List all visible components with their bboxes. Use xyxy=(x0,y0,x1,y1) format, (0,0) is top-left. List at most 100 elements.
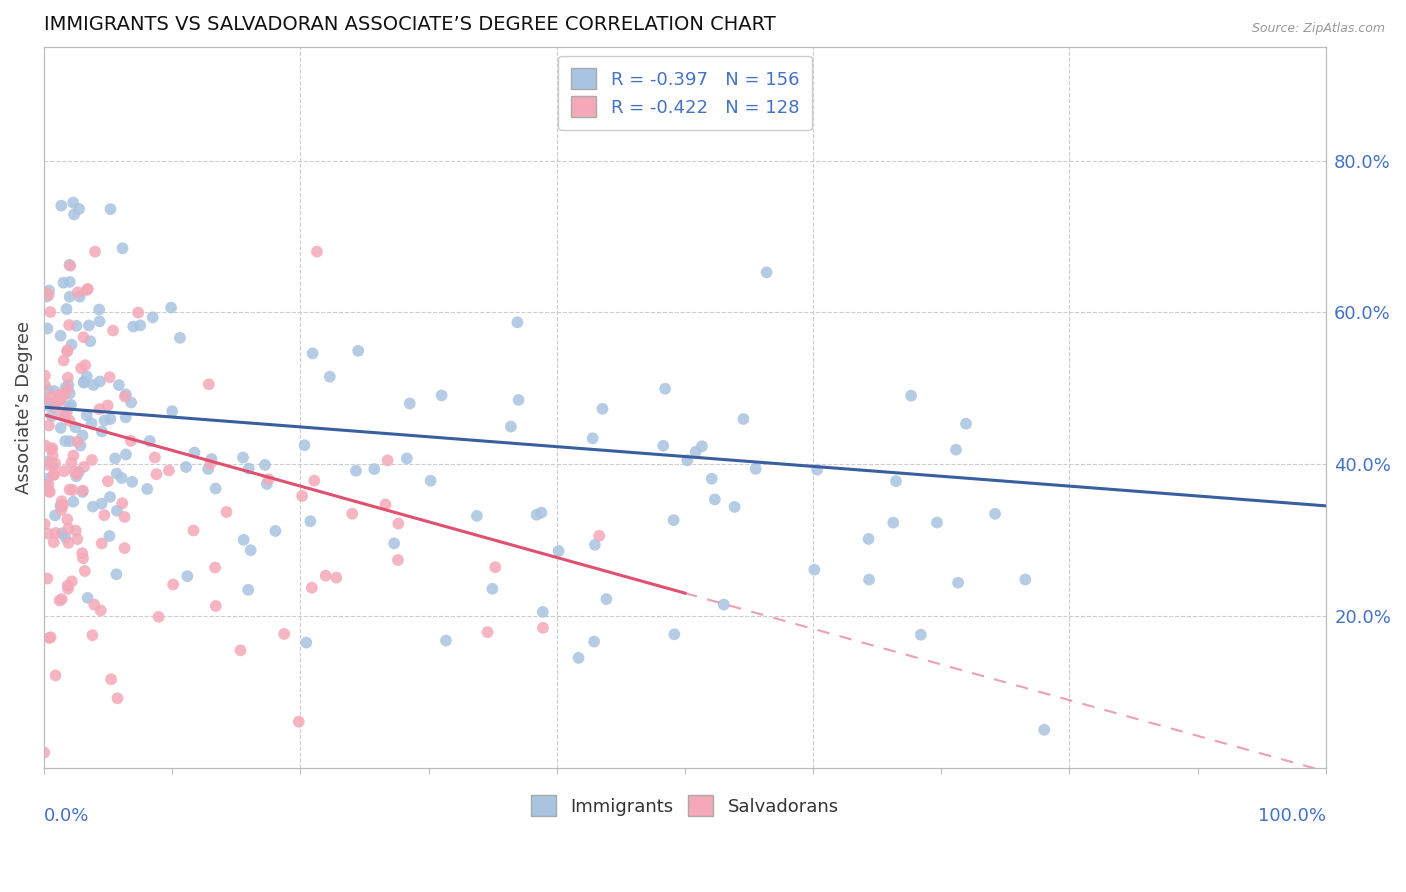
Point xyxy=(90,536,112,550)
Point xyxy=(806,463,828,477)
Point xyxy=(73,564,96,578)
Point xyxy=(114,510,136,524)
Point xyxy=(72,551,94,566)
Point xyxy=(733,412,755,426)
Point xyxy=(37,395,59,409)
Point xyxy=(700,472,723,486)
Point xyxy=(174,460,197,475)
Point xyxy=(90,603,112,617)
Point xyxy=(62,494,84,508)
Point xyxy=(34,368,56,383)
Point xyxy=(105,567,128,582)
Point xyxy=(34,517,56,532)
Point xyxy=(37,572,59,586)
Point xyxy=(58,414,80,428)
Point xyxy=(72,330,94,344)
Point xyxy=(58,536,80,550)
Point xyxy=(419,474,441,488)
Point xyxy=(76,282,98,296)
Point xyxy=(304,474,326,488)
Point xyxy=(685,445,707,459)
Point xyxy=(58,400,80,414)
Point xyxy=(65,318,87,333)
Point xyxy=(183,445,205,459)
Point xyxy=(588,529,610,543)
Point xyxy=(42,449,65,463)
Point xyxy=(53,464,76,478)
Point xyxy=(200,457,222,471)
Point xyxy=(52,498,75,512)
Point xyxy=(70,361,93,376)
Point xyxy=(41,442,63,457)
Point xyxy=(197,462,219,476)
Point xyxy=(713,598,735,612)
Point xyxy=(58,521,80,535)
Point xyxy=(89,375,111,389)
Point xyxy=(34,378,56,392)
Point xyxy=(377,453,399,467)
Point xyxy=(434,633,457,648)
Point xyxy=(34,392,56,407)
Point xyxy=(755,265,778,279)
Point xyxy=(39,630,62,644)
Point xyxy=(49,392,72,407)
Point xyxy=(363,462,385,476)
Point xyxy=(288,714,311,729)
Point xyxy=(80,417,103,431)
Point xyxy=(910,628,932,642)
Point xyxy=(232,450,254,465)
Point xyxy=(238,582,260,597)
Point xyxy=(93,508,115,522)
Point xyxy=(60,456,83,470)
Point xyxy=(111,471,134,485)
Point xyxy=(291,489,314,503)
Point xyxy=(77,318,100,333)
Point xyxy=(114,541,136,555)
Point xyxy=(66,434,89,449)
Point xyxy=(654,382,676,396)
Point xyxy=(38,288,60,302)
Point xyxy=(499,419,522,434)
Point xyxy=(484,560,506,574)
Point xyxy=(344,464,367,478)
Point xyxy=(67,202,90,216)
Point xyxy=(105,467,128,481)
Point xyxy=(42,459,65,474)
Point xyxy=(136,482,159,496)
Point xyxy=(183,524,205,538)
Point xyxy=(148,610,170,624)
Point xyxy=(38,418,60,433)
Point xyxy=(508,392,530,407)
Point xyxy=(62,449,84,463)
Point xyxy=(114,390,136,404)
Point xyxy=(89,302,111,317)
Point xyxy=(45,525,67,540)
Point xyxy=(97,399,120,413)
Point xyxy=(37,383,59,397)
Point xyxy=(63,465,86,479)
Point xyxy=(59,434,82,449)
Point xyxy=(34,439,56,453)
Point xyxy=(49,421,72,435)
Point xyxy=(90,497,112,511)
Point xyxy=(264,524,287,538)
Point xyxy=(56,343,79,358)
Point xyxy=(51,503,73,517)
Point xyxy=(51,592,73,607)
Point xyxy=(62,195,84,210)
Point xyxy=(44,508,66,523)
Point xyxy=(98,529,121,543)
Point xyxy=(1033,723,1056,737)
Point xyxy=(858,573,880,587)
Point xyxy=(73,459,96,474)
Point xyxy=(89,314,111,328)
Point xyxy=(52,353,75,368)
Point xyxy=(58,378,80,392)
Point xyxy=(567,651,589,665)
Point xyxy=(100,673,122,687)
Point xyxy=(49,499,72,513)
Point xyxy=(197,377,219,392)
Point xyxy=(301,581,323,595)
Point xyxy=(374,498,396,512)
Point xyxy=(44,668,66,682)
